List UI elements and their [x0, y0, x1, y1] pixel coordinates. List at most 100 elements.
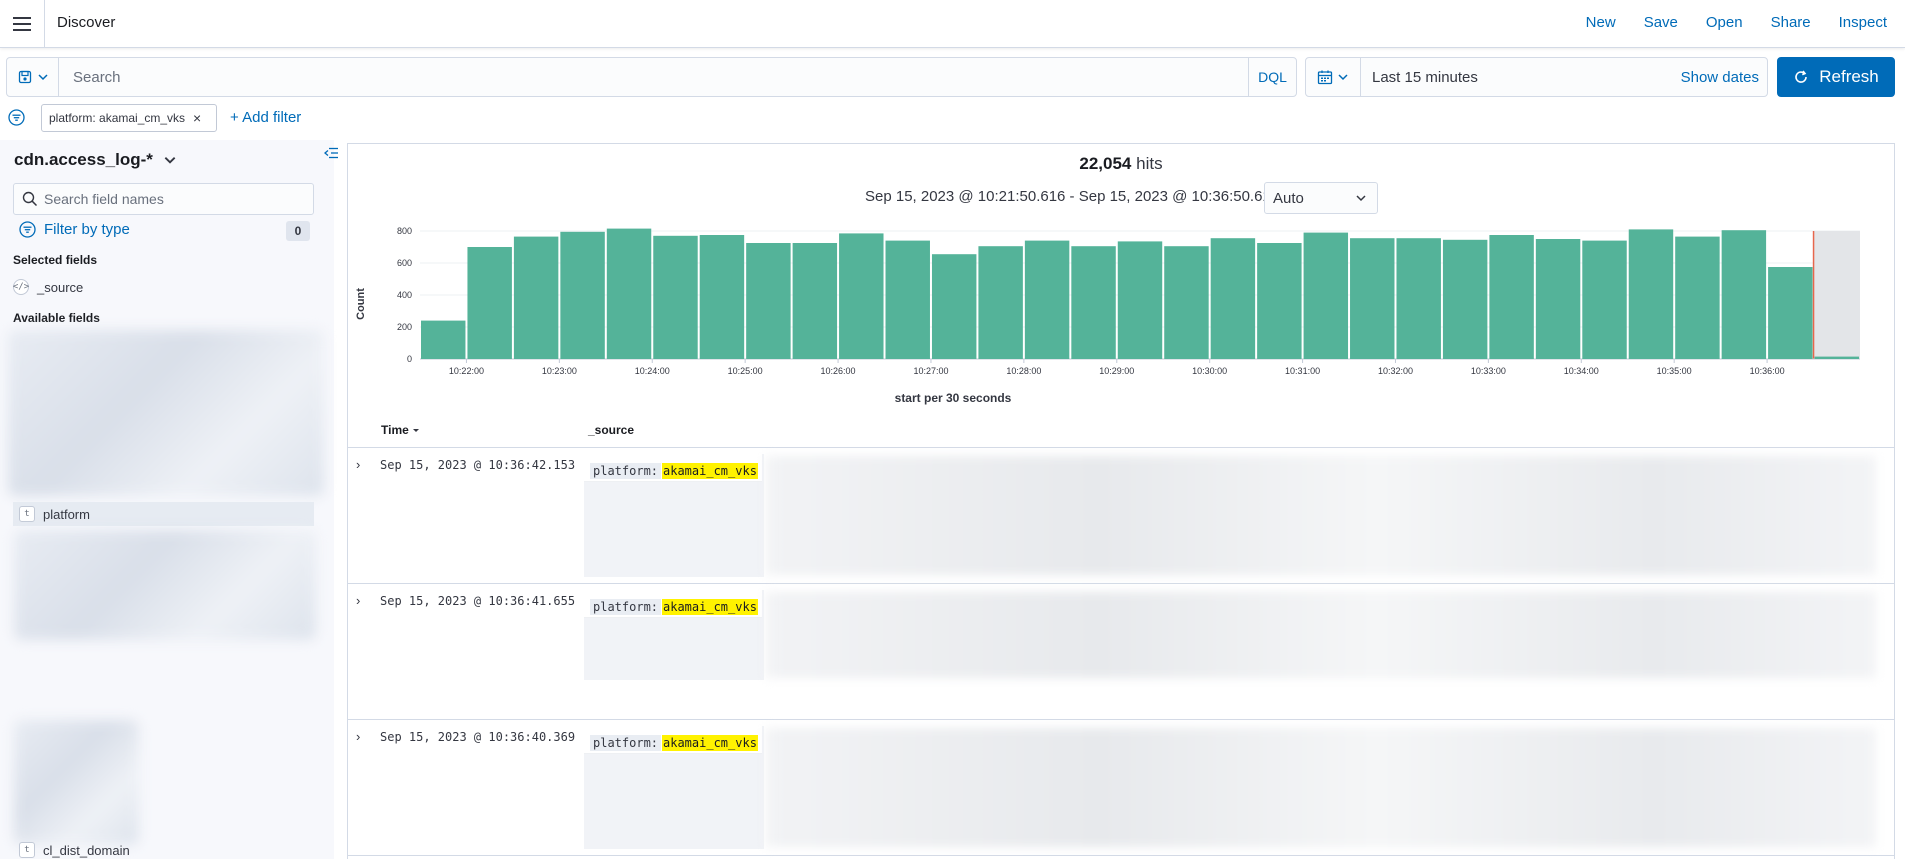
histogram-chart[interactable]: 0 200 400 600 800 10:22:00 10:23:00 10:24:00 10…: [348, 219, 1896, 389]
histogram-bar[interactable]: [1071, 246, 1116, 359]
histogram-bar[interactable]: [560, 231, 605, 359]
x-tick-label: 10:36:00: [1750, 366, 1785, 376]
histogram-bar[interactable]: [839, 233, 884, 359]
redacted-source-content: [766, 456, 1876, 575]
filter-pill[interactable]: platform: akamai_cm_vks ×: [41, 104, 217, 132]
histogram-bar[interactable]: [1442, 239, 1488, 359]
y-tick-label: 600: [397, 258, 412, 268]
histogram-bar[interactable]: [1814, 356, 1859, 359]
query-bar: DQL: [6, 57, 1297, 97]
search-input[interactable]: [61, 58, 1256, 96]
expand-row-icon[interactable]: ›: [356, 457, 361, 472]
field-name: cl_dist_domain: [43, 842, 130, 858]
histogram-bar[interactable]: [1628, 229, 1674, 359]
source-column-header: _source: [588, 423, 635, 437]
histogram-bar[interactable]: [978, 246, 1023, 359]
add-filter-button[interactable]: + Add filter: [230, 109, 302, 126]
field-item-source[interactable]: </> _source: [13, 275, 83, 299]
hits-count: 22,054: [1079, 154, 1132, 173]
histogram-bar[interactable]: [1024, 240, 1070, 359]
histogram-bar[interactable]: [421, 320, 466, 359]
histogram-bar[interactable]: [1721, 230, 1767, 359]
filter-pill-label: platform: akamai_cm_vks: [49, 111, 186, 125]
interval-select[interactable]: Auto: [1264, 182, 1378, 214]
field-search-input[interactable]: [44, 184, 309, 214]
top-nav: New Save Open Share Inspect: [1586, 14, 1887, 31]
x-tick-label: 10:33:00: [1471, 366, 1506, 376]
refresh-label: Refresh: [1819, 67, 1879, 86]
new-link[interactable]: New: [1585, 14, 1616, 31]
histogram-bar[interactable]: [1489, 235, 1534, 359]
x-tick-label: 10:31:00: [1285, 366, 1320, 376]
filter-by-type-label: Filter by type: [44, 221, 130, 238]
close-icon[interactable]: ×: [193, 110, 202, 126]
histogram-bar[interactable]: [746, 243, 791, 359]
histogram-bar[interactable]: [1303, 232, 1349, 359]
app-title: Discover: [57, 14, 116, 31]
histogram-bar[interactable]: [1117, 241, 1163, 359]
filter-menu-icon[interactable]: [8, 109, 25, 126]
sort-down-icon: [413, 429, 420, 432]
x-axis-label: start per 30 seconds: [894, 391, 1012, 405]
string-type-icon: t: [19, 506, 35, 522]
collapse-sidebar-icon[interactable]: [323, 145, 339, 161]
save-link[interactable]: Save: [1643, 14, 1678, 31]
x-tick-label: 10:23:00: [542, 366, 577, 376]
expand-row-icon[interactable]: ›: [356, 593, 361, 608]
table-row: › Sep 15, 2023 @ 10:36:42.153 platform: …: [348, 448, 1894, 584]
chevron-down-icon: [37, 74, 48, 81]
filter-by-type-button[interactable]: Filter by type: [19, 221, 130, 238]
x-tick-label: 10:22:00: [449, 366, 484, 376]
histogram-bar[interactable]: [931, 254, 977, 359]
histogram-bar[interactable]: [653, 235, 698, 359]
chevron-down-icon: [1356, 195, 1366, 202]
share-link[interactable]: Share: [1770, 14, 1811, 31]
histogram-bar[interactable]: [1396, 238, 1441, 359]
x-tick-label: 10:35:00: [1657, 366, 1692, 376]
quick-menu-button[interactable]: [1306, 58, 1361, 96]
show-dates-button[interactable]: Show dates: [1680, 69, 1759, 86]
field-item-platform[interactable]: t platform: [13, 502, 314, 526]
histogram-bar[interactable]: [1164, 246, 1209, 359]
redacted-source-content: [766, 592, 1876, 678]
histogram-bar[interactable]: [1768, 267, 1813, 359]
filter-icon: [19, 221, 36, 238]
histogram-bar[interactable]: [885, 240, 930, 359]
dql-button[interactable]: DQL: [1248, 58, 1296, 96]
search-icon: [22, 191, 38, 207]
y-axis-label: Count: [355, 288, 367, 320]
redacted-source-content: [766, 728, 1876, 847]
histogram-bar[interactable]: [1535, 239, 1581, 359]
y-tick-label: 800: [397, 226, 412, 236]
inspect-link[interactable]: Inspect: [1838, 14, 1887, 31]
row-source: platform: akamai_cm_vks: [584, 726, 764, 849]
row-time: Sep 15, 2023 @ 10:36:41.655: [380, 594, 576, 608]
histogram-bar[interactable]: [606, 228, 652, 359]
refresh-button[interactable]: Refresh: [1777, 57, 1895, 97]
source-key: platform:: [590, 599, 662, 615]
menu-icon[interactable]: [10, 12, 34, 36]
source-value: akamai_cm_vks: [662, 735, 758, 751]
histogram-bar[interactable]: [1350, 238, 1395, 359]
calendar-icon: [1317, 70, 1333, 85]
expand-row-icon[interactable]: ›: [356, 729, 361, 744]
field-item-cl-dist-domain[interactable]: t cl_dist_domain: [13, 838, 130, 862]
x-tick-label: 10:32:00: [1378, 366, 1413, 376]
x-tick-label: 10:26:00: [821, 366, 856, 376]
open-link[interactable]: Open: [1705, 14, 1743, 31]
time-range-label[interactable]: Last 15 minutes: [1372, 69, 1478, 86]
source-value: akamai_cm_vks: [662, 599, 758, 615]
time-column-header[interactable]: Time: [381, 423, 420, 437]
main-panel: 22,054 hits Sep 15, 2023 @ 10:21:50.616 …: [347, 143, 1895, 859]
histogram-bar[interactable]: [1675, 236, 1720, 359]
histogram-bar[interactable]: [1257, 243, 1302, 359]
index-pattern-selector[interactable]: cdn.access_log-*: [14, 150, 177, 170]
histogram-bar[interactable]: [792, 243, 838, 359]
histogram-bar[interactable]: [1582, 240, 1627, 359]
histogram-bar[interactable]: [467, 247, 512, 359]
histogram-bar[interactable]: [1210, 238, 1256, 359]
saved-query-button[interactable]: [7, 58, 59, 96]
histogram-bar[interactable]: [513, 236, 559, 359]
histogram-bar[interactable]: [699, 235, 745, 359]
row-time: Sep 15, 2023 @ 10:36:42.153: [380, 458, 576, 472]
